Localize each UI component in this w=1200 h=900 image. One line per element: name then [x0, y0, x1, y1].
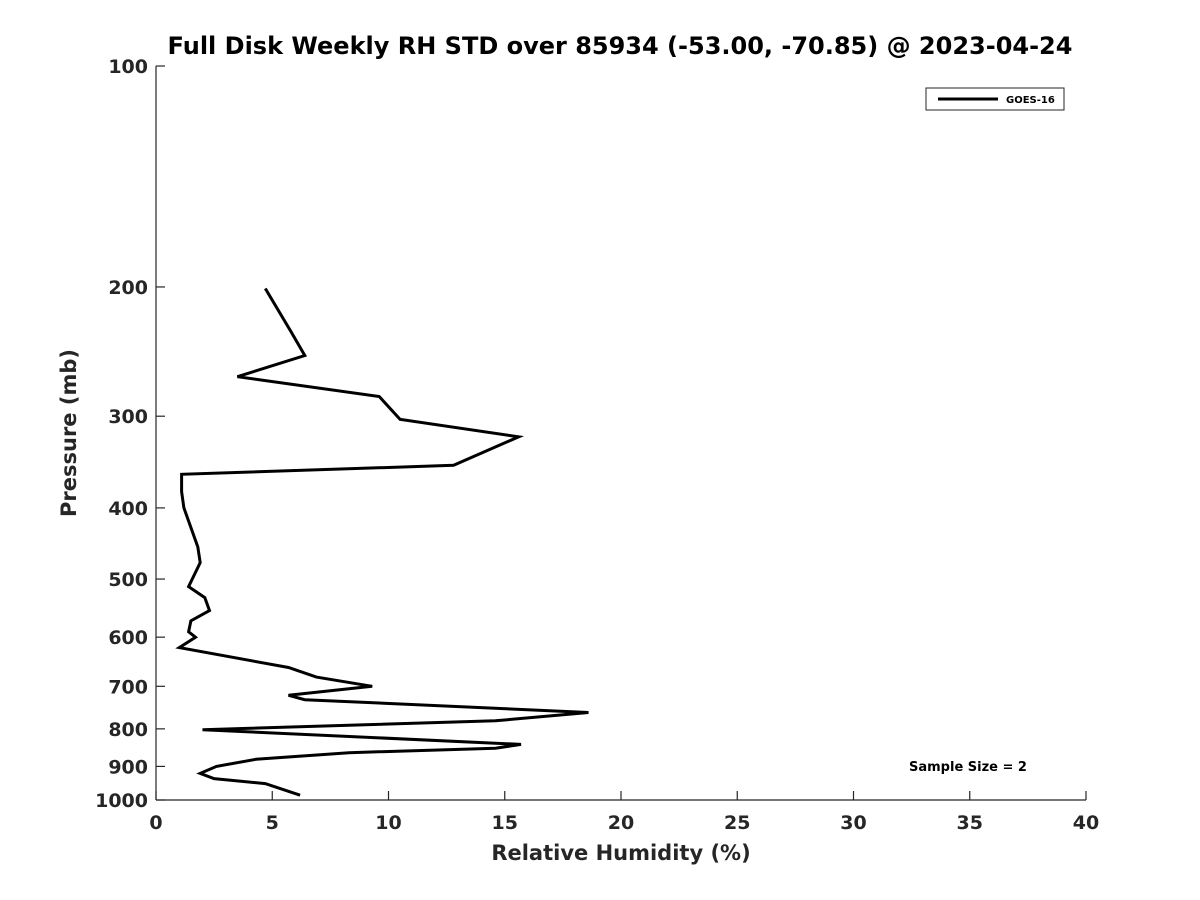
- x-tick-label: 35: [957, 812, 983, 834]
- y-tick-label: 1000: [95, 790, 148, 812]
- y-tick-label: 100: [108, 56, 148, 78]
- y-axis-label: Pressure (mb): [57, 349, 81, 517]
- y-tick-label: 900: [108, 756, 148, 778]
- y-tick-label: 800: [108, 719, 148, 741]
- y-tick-label: 200: [108, 277, 148, 299]
- x-tick-label: 10: [375, 812, 401, 834]
- x-tick-label: 30: [840, 812, 866, 834]
- legend: GOES-16: [925, 87, 1065, 111]
- x-tick-label: 25: [724, 812, 750, 834]
- legend-label: GOES-16: [1006, 95, 1055, 106]
- x-tick-label: 15: [492, 812, 518, 834]
- chart-title: Full Disk Weekly RH STD over 85934 (-53.…: [168, 32, 1073, 60]
- x-tick-label: 0: [149, 812, 162, 834]
- y-axis-ticks: 100 200 300 400 500 600 700 800 900 1000: [95, 56, 165, 812]
- sample-size-annotation: Sample Size = 2: [909, 760, 1027, 775]
- y-tick-label: 300: [108, 406, 148, 428]
- x-axis-ticks: 0 5 10 15 20 25 30 35 40: [149, 791, 1099, 834]
- y-tick-label: 400: [108, 498, 148, 520]
- x-tick-label: 20: [608, 812, 634, 834]
- y-tick-label: 700: [108, 676, 148, 698]
- x-tick-label: 5: [266, 812, 279, 834]
- series-line-goes-16: [175, 287, 589, 797]
- x-axis-label: Relative Humidity (%): [491, 841, 750, 865]
- y-tick-label: 600: [108, 627, 148, 649]
- x-tick-label: 40: [1073, 812, 1099, 834]
- y-tick-label: 500: [108, 569, 148, 591]
